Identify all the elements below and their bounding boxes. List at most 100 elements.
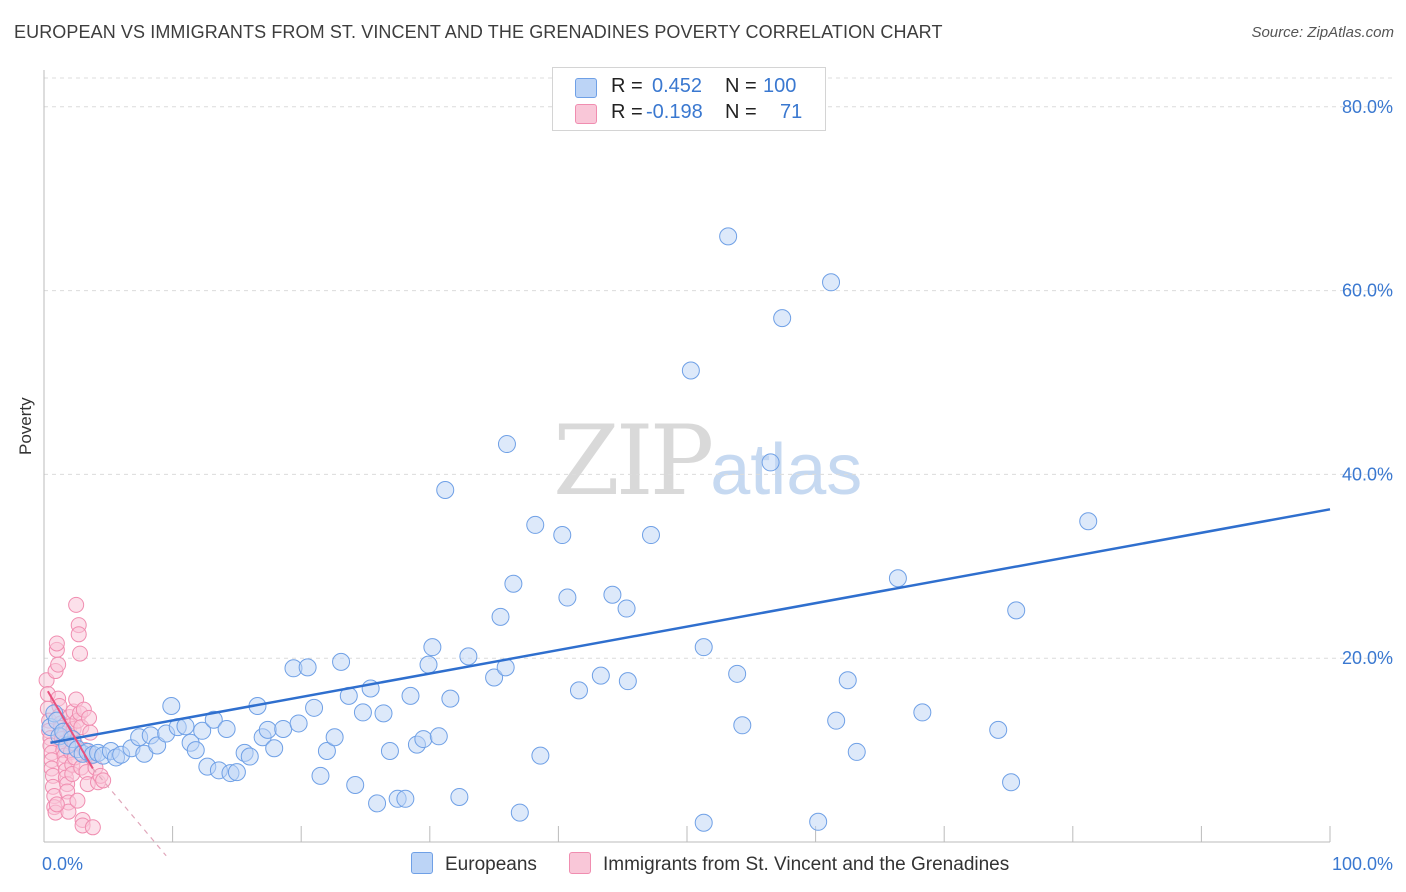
europeans-point xyxy=(617,599,636,618)
immigrants-point xyxy=(68,596,85,613)
europeans-point xyxy=(569,681,588,700)
europeans-point xyxy=(311,766,330,785)
immigrants-point xyxy=(50,656,67,673)
watermark-atlas: atlas xyxy=(710,430,863,510)
europeans-point xyxy=(733,716,752,735)
europeans-point xyxy=(436,481,455,500)
europeans-point xyxy=(618,672,637,691)
europeans-point xyxy=(317,742,336,761)
europeans-point xyxy=(558,588,577,607)
europeans-point xyxy=(591,666,610,685)
europeans-point xyxy=(401,686,420,705)
europeans-point xyxy=(728,664,747,683)
europeans-point xyxy=(531,746,550,765)
europeans-point xyxy=(441,689,460,708)
europeans-point xyxy=(419,655,438,674)
europeans-point xyxy=(888,569,907,588)
europeans-point xyxy=(822,273,841,292)
n-label: N = xyxy=(725,75,757,97)
immigrants-legend-swatch xyxy=(569,852,591,874)
europeans-point xyxy=(809,812,828,831)
europeans-point xyxy=(1079,512,1098,531)
r-value: -0.198 xyxy=(646,101,703,123)
europeans-point xyxy=(491,607,510,626)
x-tick-label: 0.0% xyxy=(42,854,83,874)
europeans-point xyxy=(396,789,415,808)
europeans-point xyxy=(217,719,236,738)
legend-item-europeans: Europeans xyxy=(411,852,537,878)
europeans-point xyxy=(1007,601,1026,620)
immigrants-legend-label: Immigrants from St. Vincent and the Gren… xyxy=(603,854,1010,875)
europeans-point xyxy=(641,526,660,545)
immigrants-point xyxy=(95,772,112,789)
europeans-point xyxy=(989,720,1008,739)
tick-labels: 20.0% 40.0% 60.0% 80.0% 0.0% 100.0% xyxy=(42,97,1393,874)
europeans-point xyxy=(298,658,317,677)
europeans-point xyxy=(265,739,284,758)
europeans-point xyxy=(274,719,293,738)
y-tick-label: 60.0% xyxy=(1342,281,1393,301)
immigrants-point xyxy=(70,626,87,643)
trend-lines xyxy=(46,508,1331,857)
watermark-zip: ZIP xyxy=(553,405,714,517)
r-label: R = xyxy=(611,75,643,97)
watermark: ZIPatlas xyxy=(553,405,862,517)
europeans-point xyxy=(773,309,792,328)
europeans-point xyxy=(423,638,442,657)
europeans-point xyxy=(429,727,448,746)
europeans-swatch xyxy=(575,78,597,98)
europeans-point xyxy=(497,435,516,454)
europeans-point xyxy=(380,742,399,761)
europeans-point xyxy=(258,720,277,739)
r-value: 0.452 xyxy=(652,75,703,97)
europeans-point xyxy=(193,721,212,740)
n-value: 71 xyxy=(780,101,803,123)
n-label: N = xyxy=(725,101,757,123)
gridlines xyxy=(44,77,1393,659)
europeans-point xyxy=(459,647,478,666)
immigrants-point xyxy=(72,645,89,662)
immigrants-trend-line xyxy=(46,690,94,769)
europeans-point xyxy=(504,574,523,593)
immigrants-point xyxy=(81,709,98,726)
y-tick-label: 80.0% xyxy=(1342,97,1393,117)
r-label: R = xyxy=(611,101,643,123)
immigrants-point xyxy=(48,635,65,652)
europeans-point xyxy=(353,703,372,722)
europeans-point xyxy=(719,227,738,246)
europeans-point xyxy=(148,736,167,755)
europeans-point xyxy=(694,813,713,832)
europeans-point xyxy=(526,515,545,534)
europeans-point xyxy=(204,710,223,729)
europeans-point xyxy=(305,698,324,717)
correlation-legend: R = 0.452 N = 100 R = -0.198 N = 71 xyxy=(552,67,826,131)
europeans-legend-swatch xyxy=(411,852,433,874)
europeans-point xyxy=(838,671,857,690)
europeans-point xyxy=(227,763,246,782)
immigrants-point xyxy=(82,724,99,741)
europeans-points xyxy=(41,227,1098,832)
europeans-point xyxy=(694,638,713,657)
immigrants-swatch xyxy=(575,104,597,124)
europeans-point xyxy=(135,744,154,763)
europeans-point xyxy=(162,696,181,715)
europeans-point xyxy=(325,728,344,747)
europeans-point xyxy=(485,668,504,687)
europeans-point xyxy=(827,711,846,730)
europeans-point xyxy=(346,776,365,795)
europeans-point xyxy=(240,747,259,766)
europeans-point xyxy=(414,730,433,749)
y-axis-label: Poverty xyxy=(16,397,35,455)
europeans-point xyxy=(913,703,932,722)
immigrants-point xyxy=(60,803,77,820)
europeans-point xyxy=(289,714,308,733)
europeans-legend-label: Europeans xyxy=(445,854,537,875)
europeans-point xyxy=(553,526,572,545)
immigrants-point xyxy=(69,792,86,809)
y-tick-label: 40.0% xyxy=(1342,464,1393,484)
europeans-point xyxy=(332,652,351,671)
immigrants-point xyxy=(84,819,101,836)
europeans-point xyxy=(450,787,469,806)
europeans-trend-line xyxy=(50,508,1331,744)
